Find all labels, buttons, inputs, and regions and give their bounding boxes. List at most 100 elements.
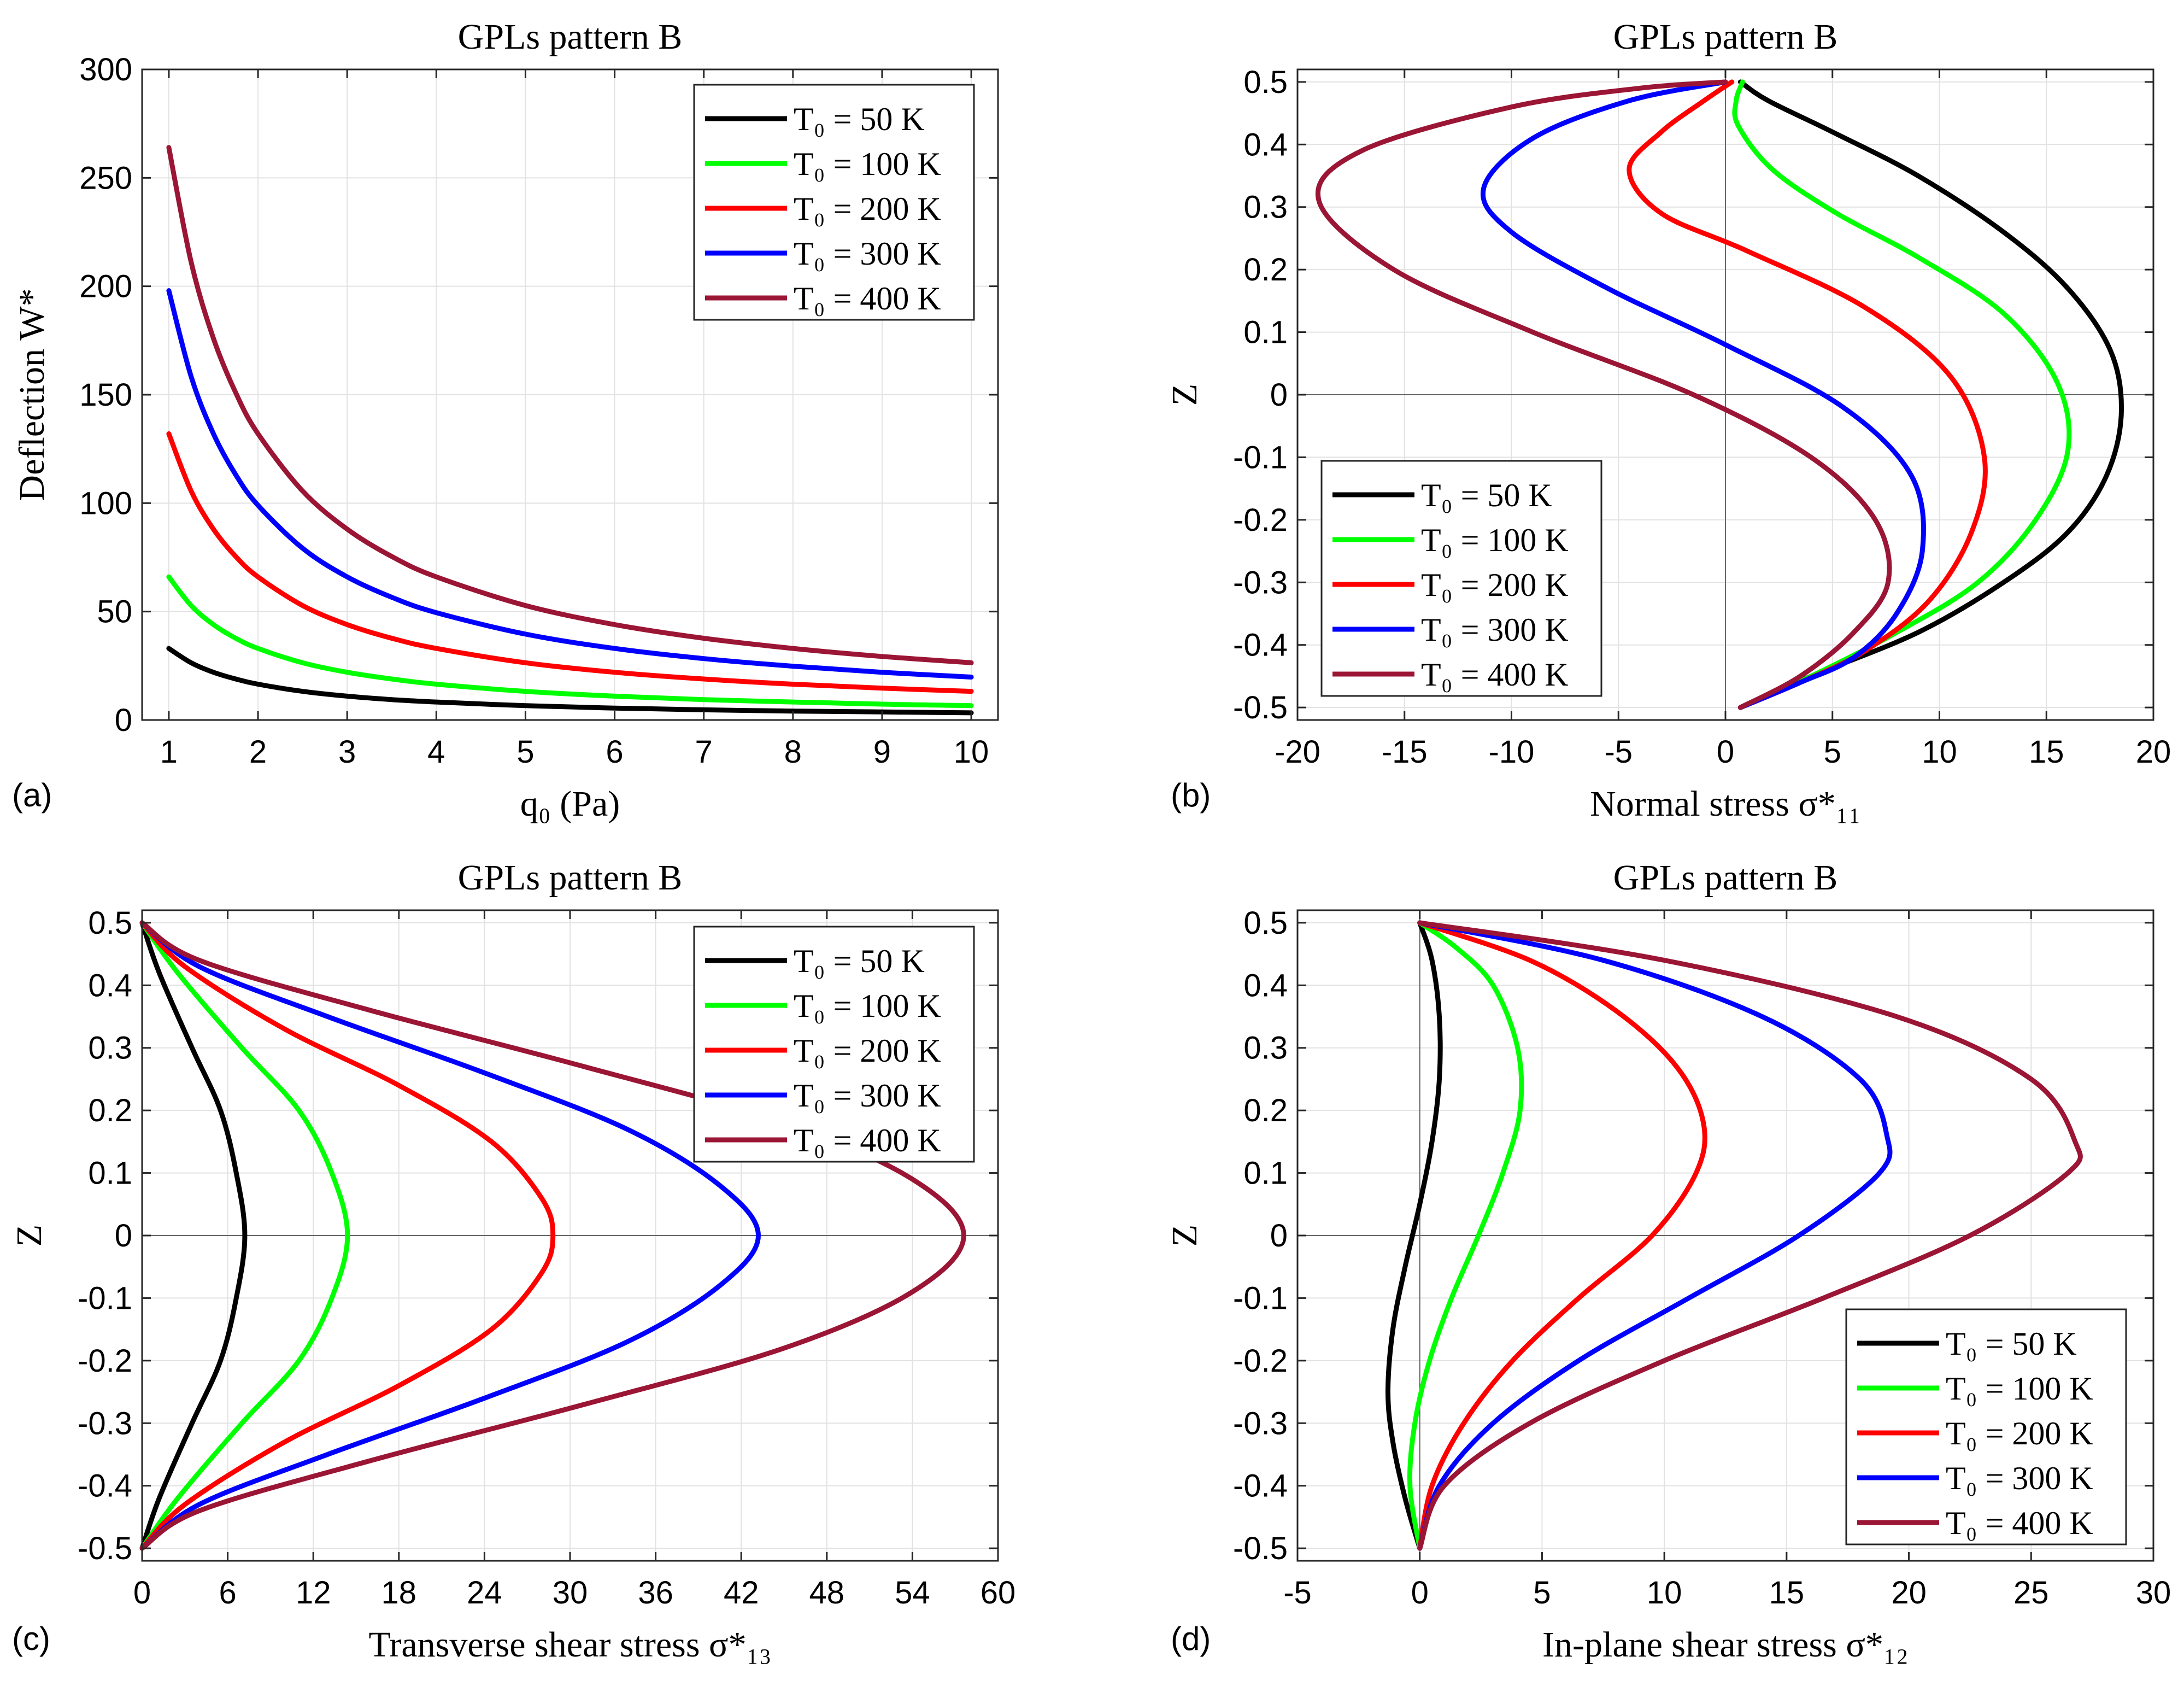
- y-tick-label: 0.2: [1243, 252, 1288, 288]
- y-axis-label: Z: [9, 1225, 49, 1246]
- y-tick-label: -0.5: [78, 1531, 132, 1566]
- x-tick-label: 5: [516, 734, 534, 770]
- x-tick-label: 3: [338, 734, 356, 770]
- x-tick-label: 8: [784, 734, 802, 770]
- chart-title: GPLs pattern B: [458, 17, 683, 57]
- x-tick-label: 18: [381, 1575, 417, 1611]
- series-line-0: [139, 920, 248, 1551]
- y-tick-label: -0.3: [1233, 565, 1288, 600]
- y-tick-label: -0.2: [1233, 1343, 1288, 1379]
- y-tick-label: 0.3: [88, 1031, 132, 1066]
- y-tick-label: 0.5: [1243, 65, 1288, 100]
- x-tick-label: 0: [1411, 1575, 1429, 1611]
- legend-box: [1845, 1308, 2127, 1545]
- legend-entry: T₀ = 300 K: [1946, 1460, 2093, 1496]
- x-tick-label: 6: [606, 734, 623, 770]
- legend-entry: T₀ = 50 K: [1421, 477, 1552, 513]
- y-tick-label: 0.2: [1243, 1093, 1288, 1128]
- y-tick-label: 100: [79, 485, 132, 521]
- panel-label: (b): [1171, 777, 1211, 813]
- y-tick-label: 0.4: [1243, 127, 1288, 162]
- legend: T₀ = 50 K T₀ = 100 K T₀ = 200 K T₀ = 300 K T…: [693, 84, 975, 321]
- y-tick-label: 0.1: [88, 1156, 132, 1191]
- y-tick-label: -0.1: [1233, 1280, 1288, 1316]
- x-tick-label: 30: [2136, 1575, 2171, 1611]
- series-line-3: [166, 288, 974, 680]
- y-tick-label: 0: [115, 1218, 132, 1254]
- y-tick-label: 0.5: [88, 905, 132, 941]
- series-line-4: [166, 145, 974, 665]
- y-tick-label: -0.2: [78, 1343, 132, 1379]
- y-axis-label: Z: [1165, 384, 1205, 406]
- y-tick-label: -0.2: [1233, 502, 1288, 538]
- x-axis-label: In-plane shear stress σ*₁₂: [1542, 1625, 1909, 1665]
- y-tick-label: -0.1: [78, 1280, 132, 1316]
- y-tick-label: 0.5: [1243, 905, 1288, 941]
- y-tick-label: -0.3: [1233, 1406, 1288, 1441]
- x-tick-label: 6: [219, 1575, 236, 1611]
- y-tick-label: -0.4: [1233, 628, 1288, 663]
- legend-entry: T₀ = 400 K: [794, 1122, 941, 1158]
- legend: T₀ = 50 K T₀ = 100 K T₀ = 200 K T₀ = 300 K T…: [1845, 1308, 2127, 1545]
- x-tick-label: -20: [1275, 734, 1320, 770]
- y-tick-label: 0.4: [1243, 968, 1288, 1003]
- y-tick-label: -0.4: [78, 1468, 132, 1504]
- x-tick-label: 24: [467, 1575, 502, 1611]
- series-line-0: [166, 646, 974, 716]
- series-line-2: [1627, 79, 1988, 710]
- y-tick-label: -0.4: [1233, 1468, 1288, 1504]
- x-tick-label: 36: [638, 1575, 673, 1611]
- series-line-0: [1385, 920, 1443, 1551]
- x-tick-label: 5: [1533, 1575, 1551, 1611]
- legend-box: [693, 926, 975, 1163]
- legend-entry: T₀ = 50 K: [794, 943, 925, 979]
- series-line-2: [1417, 920, 1707, 1551]
- legend-entry: T₀ = 200 K: [794, 1033, 941, 1069]
- legend-box: [693, 84, 975, 321]
- x-tick-label: 10: [1647, 1575, 1682, 1611]
- x-tick-label: 54: [895, 1575, 930, 1611]
- y-tick-label: 0.3: [1243, 1031, 1288, 1066]
- series-line-3: [139, 920, 761, 1551]
- series-line-3: [1480, 79, 1926, 710]
- x-tick-label: -5: [1604, 734, 1633, 770]
- x-tick-label: 5: [1824, 734, 1841, 770]
- x-axis-label: Transverse shear stress σ*₁₃: [368, 1625, 771, 1665]
- x-tick-label: 2: [249, 734, 267, 770]
- legend-entry: T₀ = 100 K: [1421, 522, 1569, 558]
- y-tick-label: -0.5: [1233, 690, 1288, 725]
- panel-label: (d): [1171, 1620, 1211, 1657]
- legend: T₀ = 50 K T₀ = 100 K T₀ = 200 K T₀ = 300 K T…: [1320, 460, 1602, 697]
- series-line-1: [139, 920, 350, 1551]
- chart-title: GPLs pattern B: [1613, 17, 1838, 57]
- legend-entry: T₀ = 50 K: [1946, 1326, 2077, 1362]
- legend-entry: T₀ = 200 K: [794, 191, 941, 227]
- x-tick-label: 15: [2029, 734, 2064, 770]
- legend-entry: T₀ = 200 K: [1946, 1415, 2093, 1451]
- y-axis-label: Z: [1165, 1225, 1205, 1246]
- x-tick-label: 20: [2136, 734, 2171, 770]
- series-line-4: [139, 920, 966, 1551]
- x-tick-label: 0: [133, 1575, 151, 1611]
- legend-entry: T₀ = 50 K: [794, 101, 925, 137]
- x-tick-label: 25: [2013, 1575, 2049, 1611]
- y-tick-label: -0.3: [78, 1406, 132, 1441]
- series-line-1: [1407, 920, 1524, 1551]
- series-line-2: [166, 431, 974, 694]
- series-line-1: [166, 574, 974, 709]
- series-line-4: [1316, 79, 1892, 710]
- y-tick-label: 0.4: [88, 968, 132, 1003]
- y-tick-label: 0.3: [1243, 190, 1288, 225]
- legend-entry: T₀ = 400 K: [1946, 1505, 2093, 1541]
- series-line-3: [1417, 920, 1893, 1551]
- x-tick-label: 15: [1769, 1575, 1805, 1611]
- series-line-2: [139, 920, 556, 1551]
- x-axis-label: q₀ (Pa): [520, 784, 620, 824]
- panel-b: -20 -15 -10 -5 0 5 10 15 20 -0.5 -0.4 -0.3 -0.2 -0.1 0…: [1165, 17, 2171, 824]
- x-tick-label: -5: [1283, 1575, 1312, 1611]
- legend-entry: T₀ = 200 K: [1421, 567, 1569, 603]
- legend-entry: T₀ = 300 K: [794, 236, 941, 272]
- legend-entry: T₀ = 300 K: [794, 1078, 941, 1114]
